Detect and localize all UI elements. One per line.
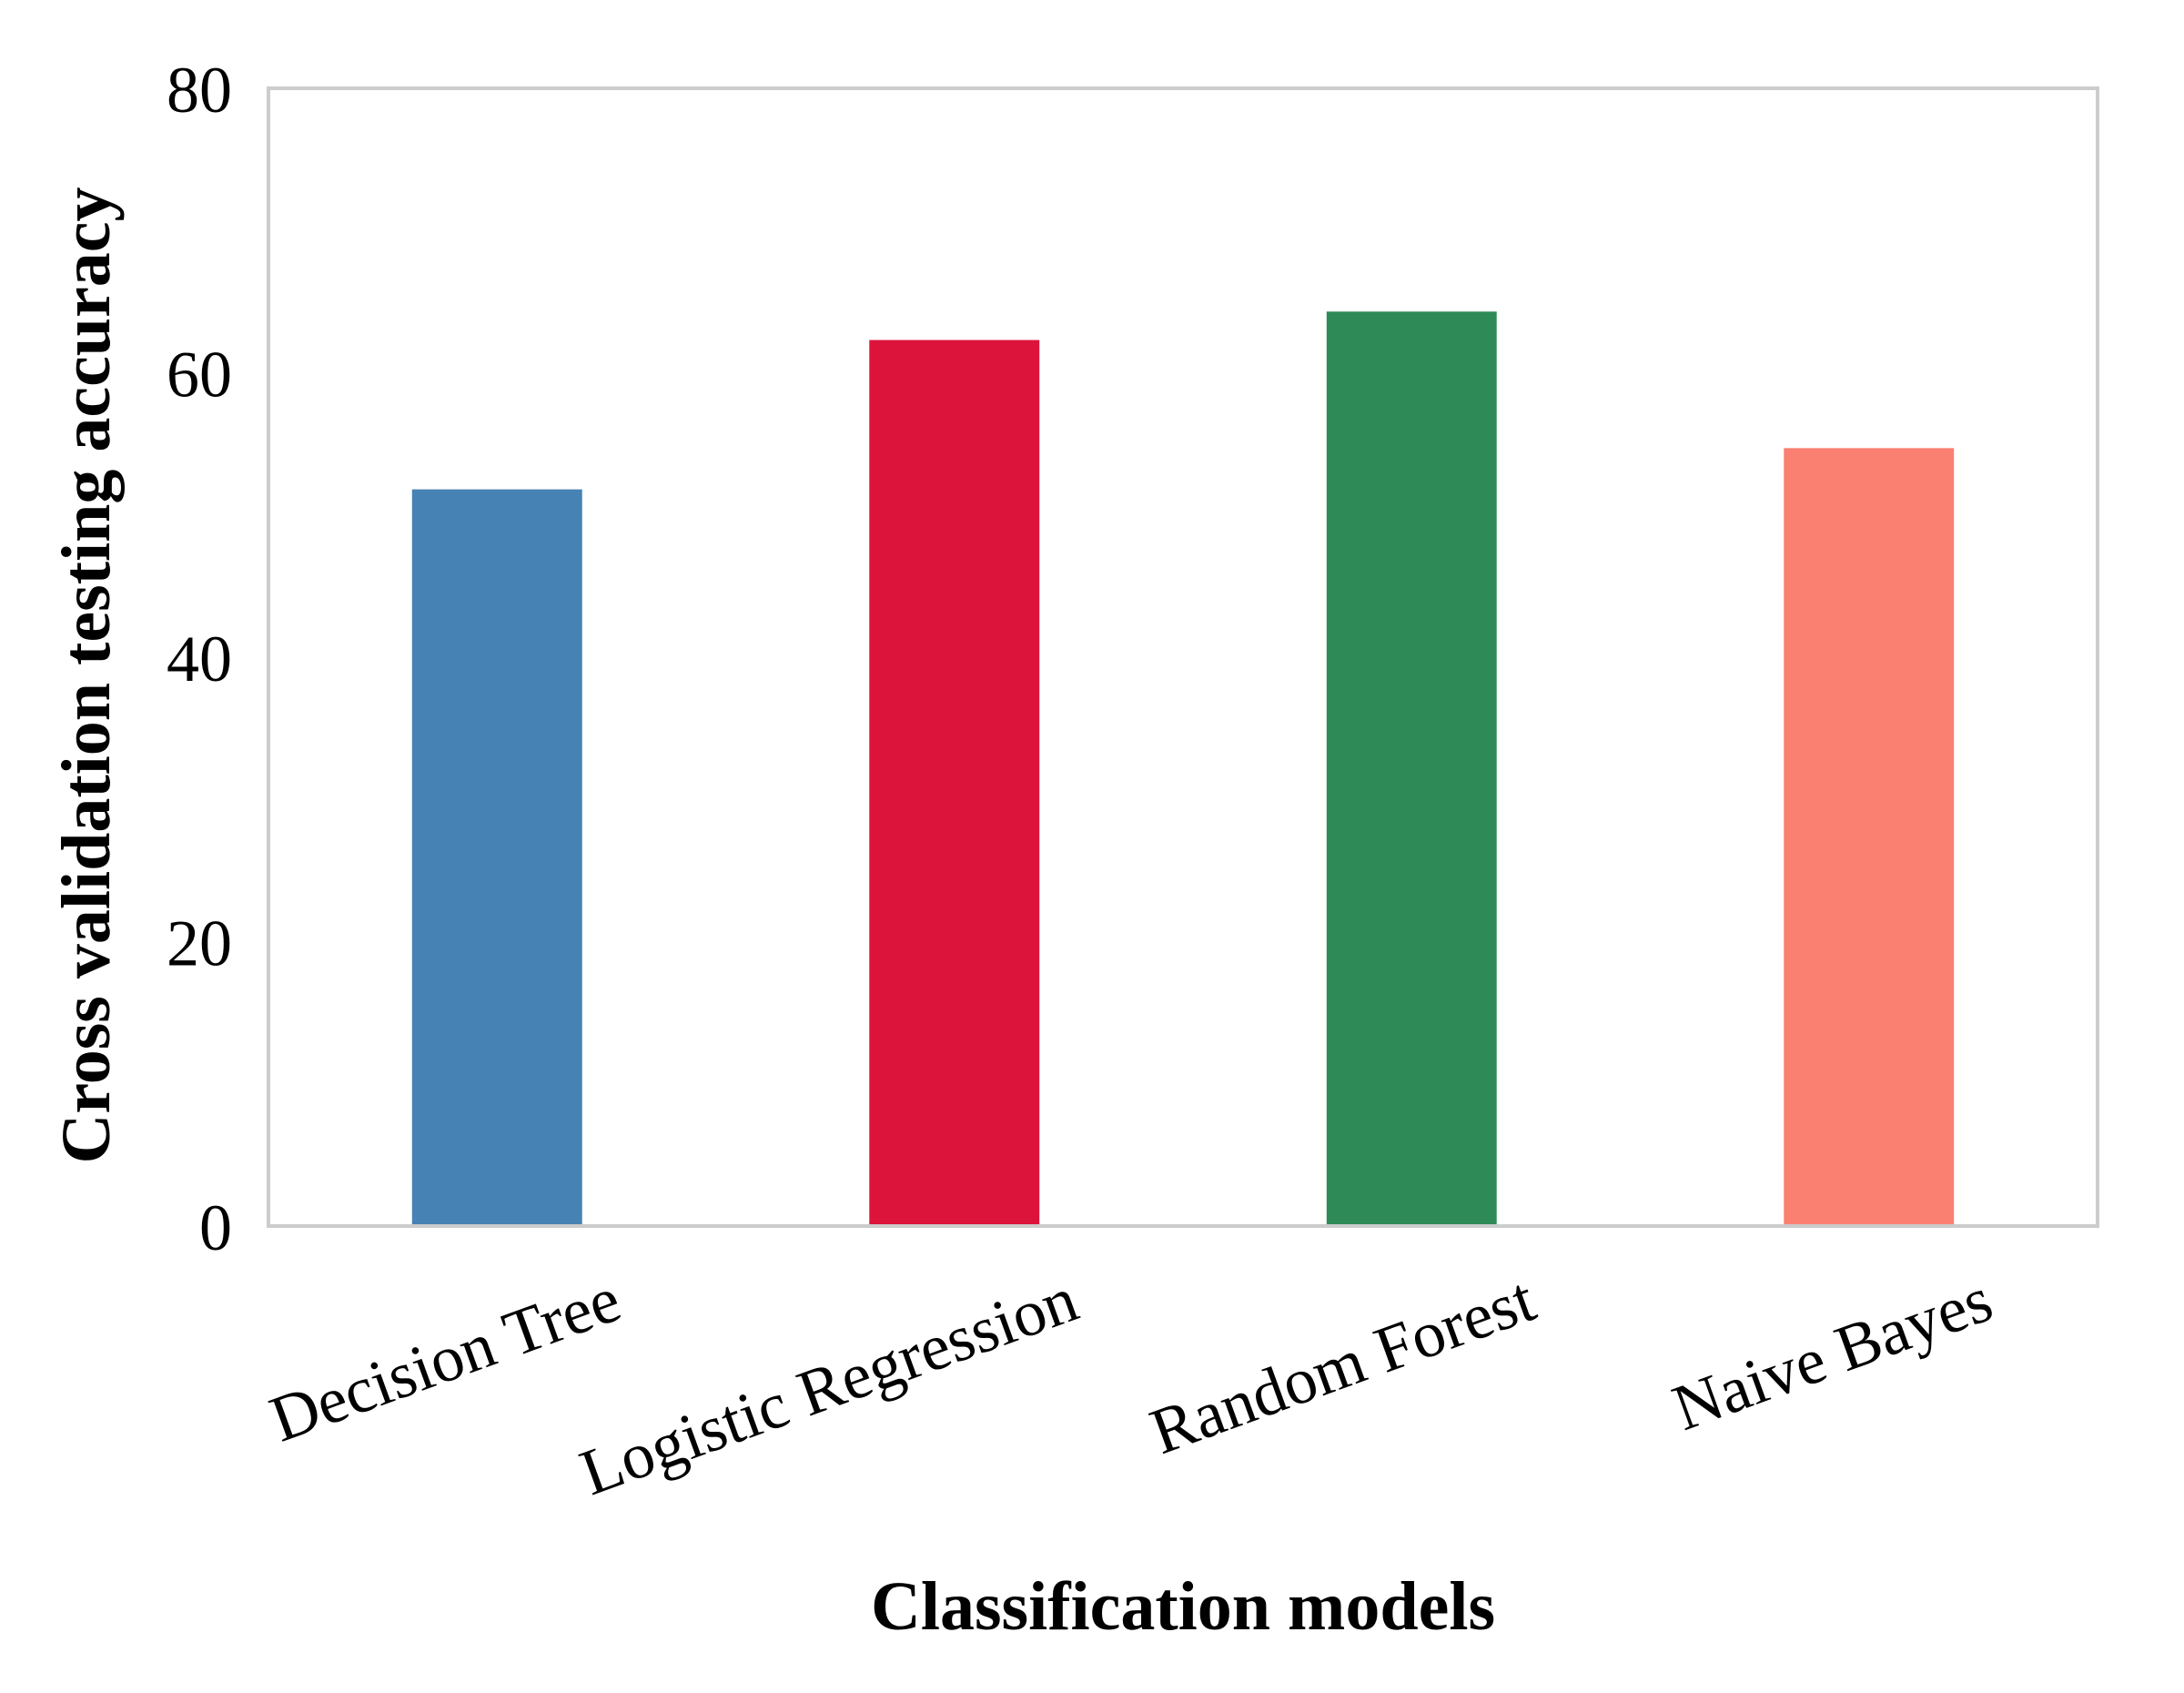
- bar: [1784, 448, 1955, 1226]
- y-tick-label: 0: [199, 1191, 232, 1264]
- plot-area: [411, 311, 1955, 1226]
- x-tick-label: Decision Tree: [261, 1262, 630, 1456]
- y-axis-ticks: 0 20 40 60 80: [167, 54, 232, 1264]
- x-tick-label: Random Forest: [1141, 1262, 1544, 1468]
- bar: [411, 489, 582, 1226]
- x-axis-label: Classification models: [871, 1568, 1495, 1645]
- y-tick-label: 20: [167, 907, 232, 980]
- plot-frame: [267, 86, 2099, 1228]
- bar: [1326, 311, 1497, 1226]
- y-tick-label: 80: [167, 54, 232, 127]
- y-axis-label: Cross validation testing accuracy: [48, 187, 125, 1163]
- x-tick-label: Naive Bayes: [1663, 1262, 2001, 1445]
- x-tick-label: Logistic Regression: [571, 1262, 1087, 1509]
- y-tick-label: 40: [167, 623, 232, 695]
- bar: [869, 340, 1040, 1226]
- y-tick-label: 60: [167, 339, 232, 411]
